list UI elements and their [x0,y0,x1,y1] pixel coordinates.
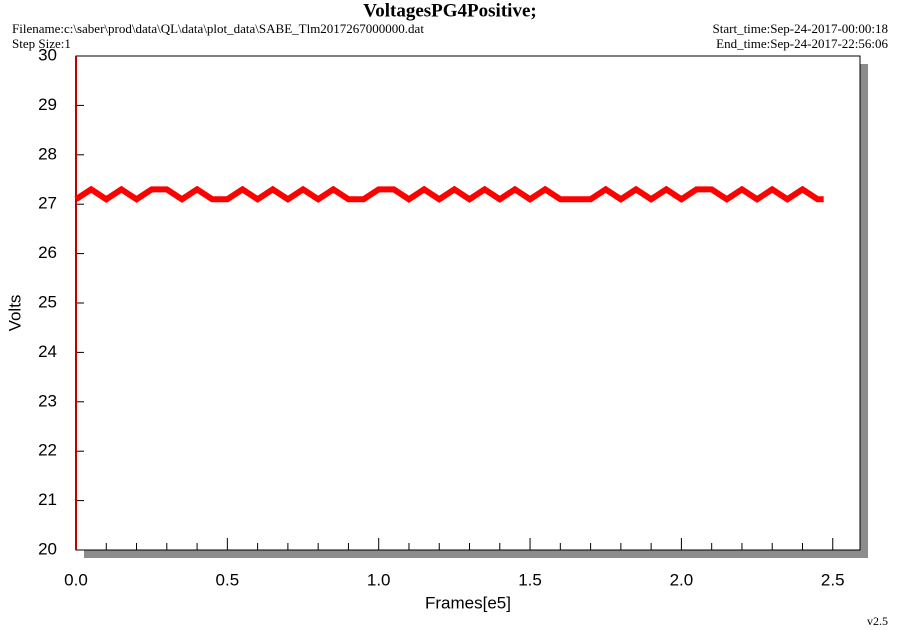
y-tick-label: 23 [38,391,57,410]
x-tick-label: 0.5 [216,570,240,589]
y-tick-label: 30 [38,45,57,64]
y-tick-label: 28 [38,144,57,163]
y-tick-label: 26 [38,243,57,262]
y-tick-label: 27 [38,194,57,213]
y-tick-label: 20 [38,539,57,558]
step-size: Step Size:1 [12,36,71,51]
version: v2.5 [867,614,888,628]
end-time: End_time:Sep-24-2017-22:56:06 [716,36,888,51]
y-tick-label: 21 [38,490,57,509]
x-tick-label: 2.0 [670,570,694,589]
start-time: Start_time:Sep-24-2017-00:00:18 [713,21,888,36]
y-tick-label: 29 [38,95,57,114]
y-axis-label: Volts [5,295,24,332]
x-axis-label: Frames[e5] [425,593,511,612]
x-tick-label: 0.0 [64,570,88,589]
data-line [74,185,824,203]
x-tick-label: 1.5 [518,570,542,589]
filename: Filename:c:\saber\prod\data\QL\data\plot… [12,21,424,36]
y-tick-label: 24 [38,342,57,361]
chart-title: VoltagesPG4Positive; [363,0,536,21]
y-tick-label: 22 [38,441,57,460]
y-tick-label: 25 [38,292,57,311]
x-tick-label: 2.5 [821,570,845,589]
plot-area [75,55,861,551]
x-tick-label: 1.0 [367,570,391,589]
